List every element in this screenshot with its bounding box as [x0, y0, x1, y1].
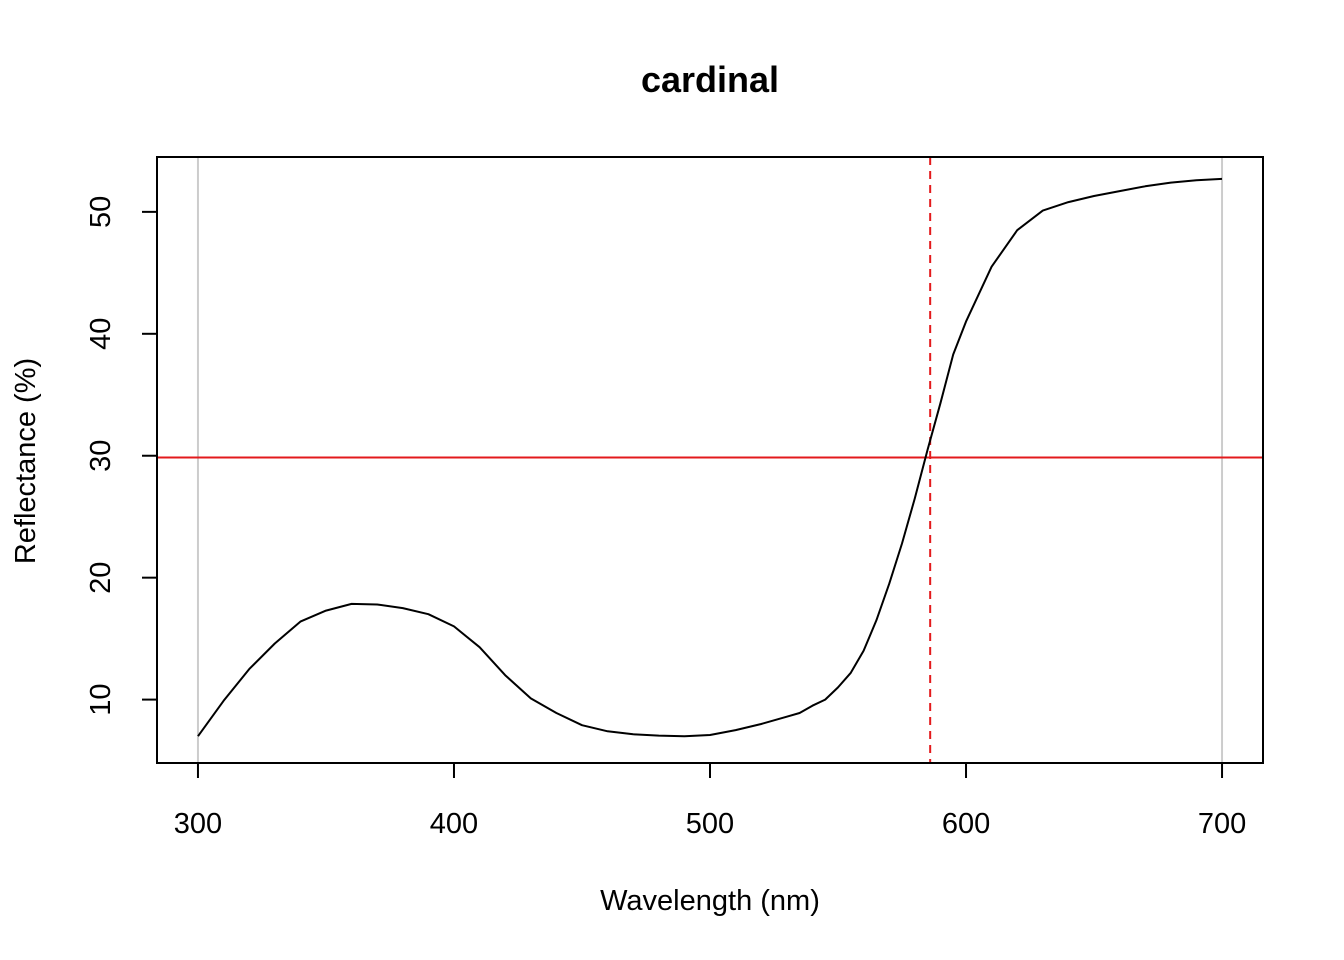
- x-tick-label: 700: [1198, 808, 1246, 840]
- plot-frame: [156, 156, 1264, 764]
- y-tick-label: 40: [85, 318, 117, 350]
- x-tick-label: 300: [174, 808, 222, 840]
- chart-title: cardinal: [641, 59, 779, 100]
- reflectance-series-line: [197, 177, 1223, 738]
- y-tick-label: 10: [85, 683, 117, 715]
- y-axis: 10 20 30 40 50: [85, 196, 157, 716]
- y-axis-label: Reflectance (%): [10, 358, 42, 564]
- y-tick-label: 30: [85, 440, 117, 472]
- x-axis: 300 400 500 600 700: [174, 763, 1246, 840]
- y-tick-label: 20: [85, 562, 117, 594]
- reference-lines: [157, 157, 1263, 763]
- x-tick-label: 500: [686, 808, 734, 840]
- x-tick-label: 600: [942, 808, 990, 840]
- y-tick-label: 50: [85, 196, 117, 228]
- series-layer: [197, 177, 1223, 738]
- x-tick-label: 400: [430, 808, 478, 840]
- x-axis-label: Wavelength (nm): [600, 885, 820, 917]
